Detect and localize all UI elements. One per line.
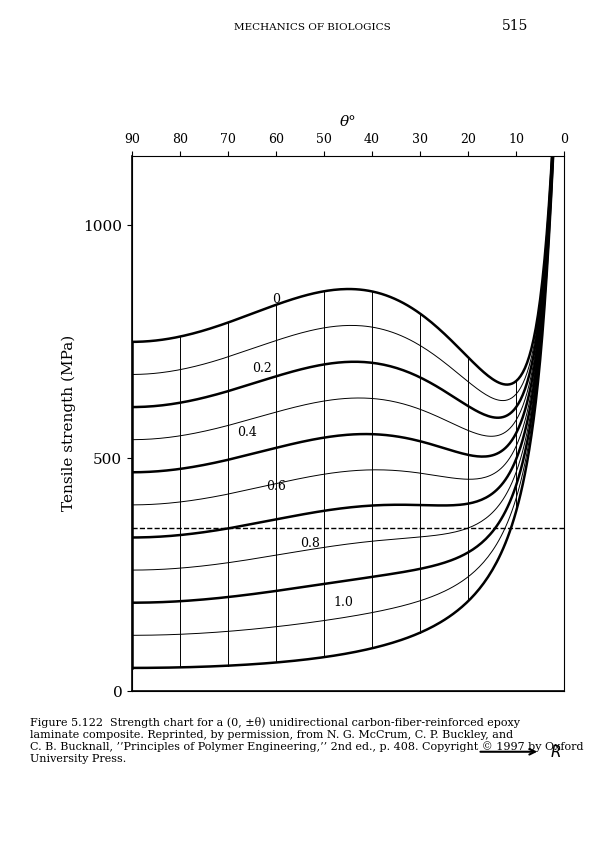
X-axis label: θ°: θ° <box>340 115 356 129</box>
Text: MECHANICS OF BIOLOGICS: MECHANICS OF BIOLOGICS <box>233 23 391 32</box>
Text: 0.8: 0.8 <box>299 537 320 550</box>
Text: 1.0: 1.0 <box>333 596 353 609</box>
Text: 0: 0 <box>272 293 280 306</box>
Text: 0.4: 0.4 <box>237 426 257 439</box>
Text: 0.2: 0.2 <box>252 361 271 374</box>
Y-axis label: Tensile strength (MPa): Tensile strength (MPa) <box>62 335 76 511</box>
Text: $R$: $R$ <box>550 744 561 759</box>
Text: 0.6: 0.6 <box>266 480 286 493</box>
Text: 515: 515 <box>502 19 528 33</box>
Text: Figure 5.122  Strength chart for a (0, ±θ) unidirectional carbon-fiber-reinforce: Figure 5.122 Strength chart for a (0, ±θ… <box>30 717 583 764</box>
